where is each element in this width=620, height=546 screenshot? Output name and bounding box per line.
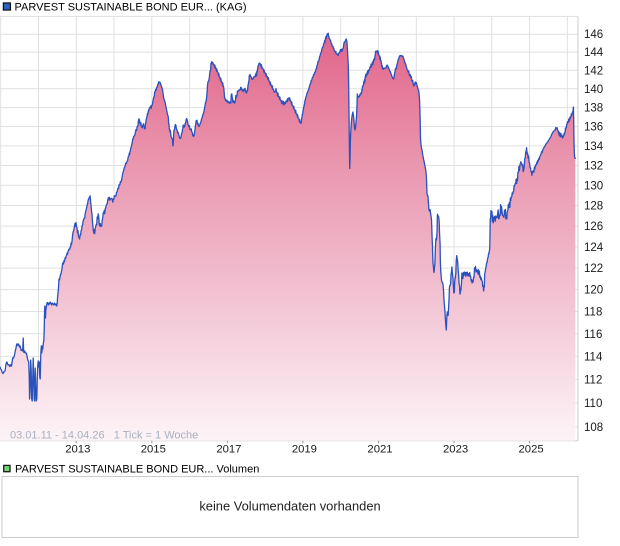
- svg-text:2017: 2017: [216, 443, 241, 455]
- svg-text:2019: 2019: [292, 443, 317, 455]
- svg-text:2023: 2023: [443, 443, 468, 455]
- svg-text:140: 140: [584, 84, 603, 96]
- svg-text:112: 112: [584, 375, 602, 387]
- svg-text:128: 128: [584, 201, 603, 213]
- svg-text:138: 138: [584, 103, 603, 115]
- svg-text:keine Volumendaten vorhanden: keine Volumendaten vorhanden: [199, 499, 380, 514]
- svg-text:132: 132: [584, 161, 603, 173]
- svg-text:130: 130: [584, 180, 603, 192]
- svg-text:146: 146: [584, 29, 603, 41]
- svg-text:116: 116: [584, 329, 602, 341]
- svg-text:114: 114: [584, 351, 603, 363]
- svg-text:108: 108: [584, 422, 603, 434]
- svg-text:122: 122: [584, 263, 603, 275]
- svg-text:120: 120: [584, 285, 603, 297]
- svg-text:2015: 2015: [141, 443, 166, 455]
- svg-text:142: 142: [584, 65, 603, 77]
- svg-text:2021: 2021: [367, 443, 392, 455]
- svg-text:03.01.11 - 14.04.26 1 Tick =: 03.01.11 - 14.04.26 1 Tick = 1 Woche: [10, 429, 198, 441]
- svg-text:118: 118: [584, 307, 602, 319]
- svg-text:134: 134: [584, 141, 604, 153]
- svg-text:PARVEST SUSTAINABLE BOND EUR..: PARVEST SUSTAINABLE BOND EUR... Volumen: [15, 464, 259, 476]
- svg-text:136: 136: [584, 122, 603, 134]
- svg-text:2013: 2013: [65, 443, 90, 455]
- svg-text:124: 124: [584, 242, 604, 254]
- svg-text:110: 110: [584, 398, 602, 410]
- svg-text:126: 126: [584, 221, 603, 233]
- svg-text:PARVEST SUSTAINABLE BOND EUR..: PARVEST SUSTAINABLE BOND EUR... (KAG): [15, 2, 247, 14]
- svg-text:144: 144: [584, 47, 604, 59]
- svg-text:2025: 2025: [519, 443, 544, 455]
